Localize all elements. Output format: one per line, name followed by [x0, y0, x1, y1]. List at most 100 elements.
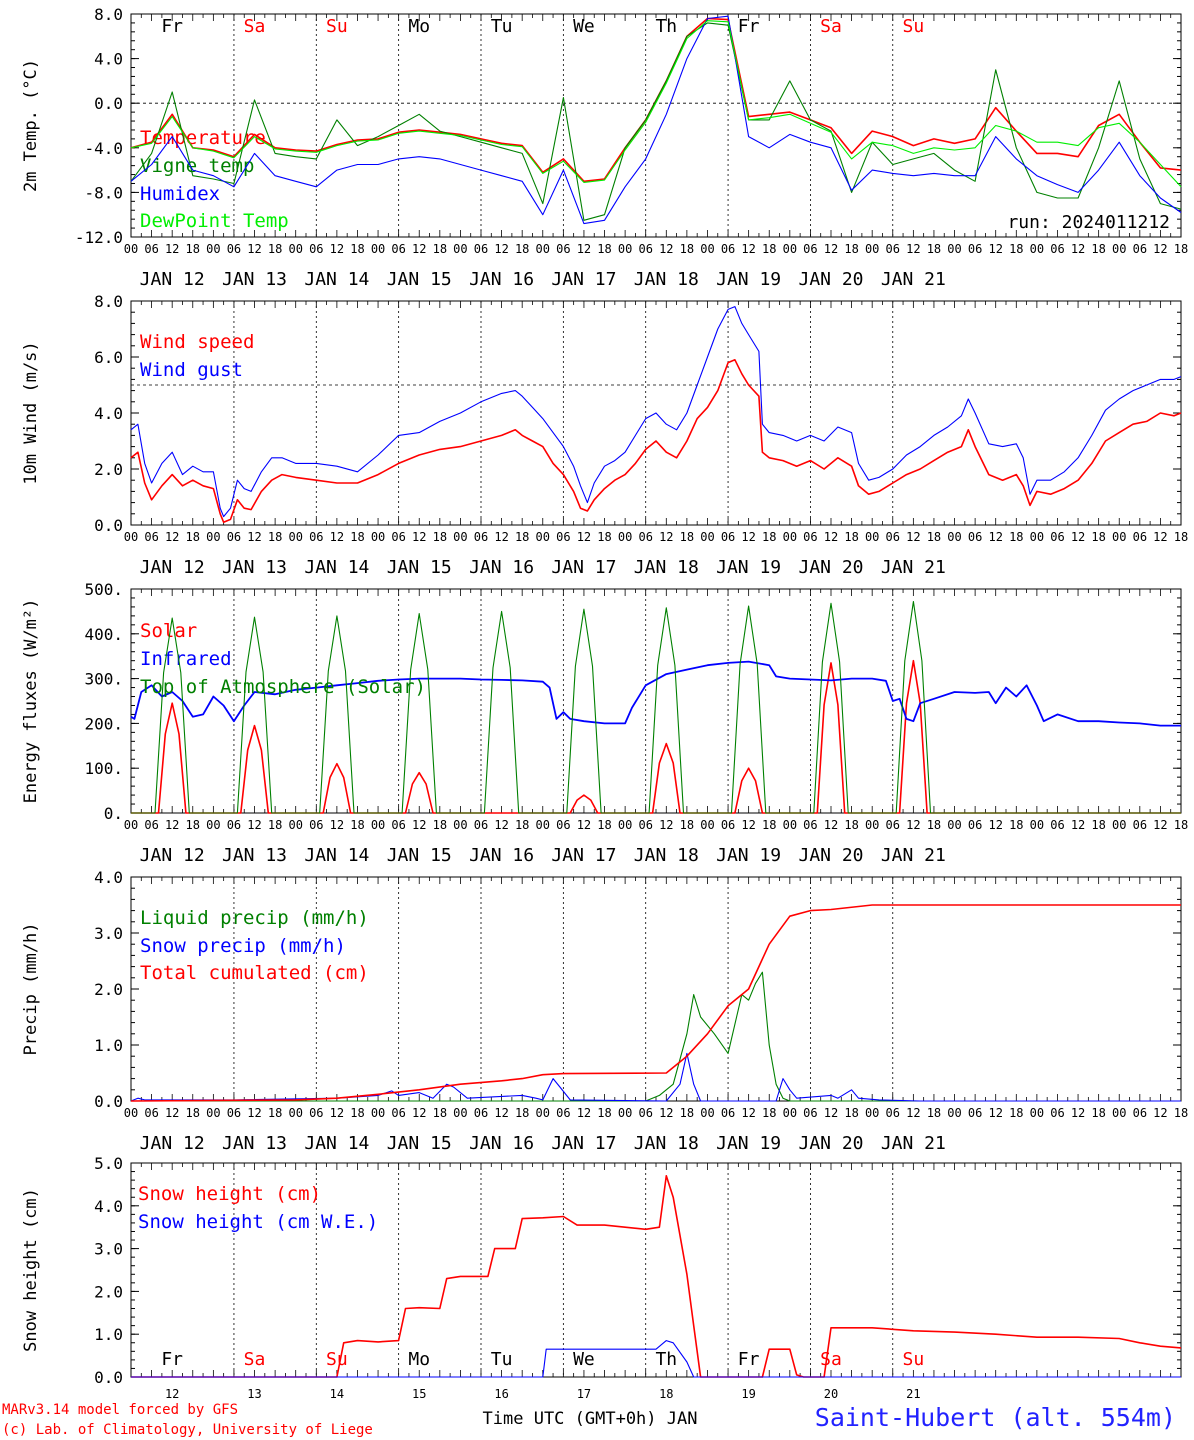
hour-tick-label: 00 — [947, 530, 961, 544]
date-label: JAN 15 — [387, 557, 452, 578]
hour-tick-label: 18 — [515, 242, 529, 256]
hour-tick-label: 00 — [1112, 242, 1126, 256]
hour-tick-label: 18 — [1091, 530, 1105, 544]
weekday-label: Su — [903, 16, 925, 37]
hour-tick-label: 18 — [433, 1106, 447, 1120]
hour-tick-label: 06 — [474, 818, 488, 832]
series-line-top-of-atmosphere-solar — [131, 600, 1181, 814]
weekday-label: Su — [326, 1349, 348, 1370]
hour-tick-label: 00 — [783, 242, 797, 256]
hour-tick-label: 06 — [1133, 818, 1147, 832]
hour-tick-label: 12 — [659, 818, 673, 832]
hour-tick-label: 12 — [165, 1106, 179, 1120]
hour-tick-label: 00 — [865, 242, 879, 256]
hour-tick-label: 00 — [865, 818, 879, 832]
hour-tick-label: 00 — [536, 1106, 550, 1120]
hour-tick-label: 18 — [844, 818, 858, 832]
hour-tick-label: 12 — [1153, 530, 1167, 544]
y-tick-label: 100. — [84, 759, 123, 778]
hour-tick-label: 18 — [680, 530, 694, 544]
hour-tick-label: 06 — [803, 818, 817, 832]
hour-tick-label: 18 — [927, 242, 941, 256]
hour-tick-label: 12 — [906, 1106, 920, 1120]
series-line-humidex — [130, 15, 1182, 225]
hour-tick-label: 18 — [186, 530, 200, 544]
y-tick-label: 0.0 — [94, 1368, 123, 1387]
hour-tick-label: 06 — [803, 530, 817, 544]
hour-tick-label: 00 — [1030, 1106, 1044, 1120]
y-tick-label: 4.0 — [94, 404, 123, 423]
legend-entry: DewPoint Temp — [140, 210, 289, 232]
hour-tick-label: 06 — [309, 242, 323, 256]
hour-tick-label: 12 — [988, 818, 1002, 832]
hour-tick-label: 12 — [412, 242, 426, 256]
y-axis-label: 2m Temp. (°C) — [21, 59, 41, 192]
hour-tick-label: 06 — [309, 818, 323, 832]
hour-tick-label: 18 — [927, 1106, 941, 1120]
hour-tick-label: 06 — [721, 1106, 735, 1120]
hour-tick-label: 00 — [947, 818, 961, 832]
station-title: Saint-Hubert (alt. 554m) — [815, 1403, 1176, 1432]
y-tick-label: 0.0 — [94, 94, 123, 113]
hour-tick-label: 00 — [288, 1106, 302, 1120]
date-label: JAN 21 — [881, 269, 946, 290]
y-tick-label: 0. — [104, 804, 123, 823]
series-line-wind-speed — [130, 359, 1182, 523]
day-number-label: 13 — [247, 1387, 261, 1401]
hour-tick-label: 06 — [638, 818, 652, 832]
hour-tick-label: 06 — [1050, 1106, 1064, 1120]
date-label: JAN 14 — [304, 557, 369, 578]
hour-tick-label: 18 — [186, 1106, 200, 1120]
legend-entry: Snow precip (mm/h) — [140, 935, 346, 957]
date-label: JAN 19 — [716, 1133, 781, 1154]
hour-tick-label: 06 — [391, 818, 405, 832]
date-label: JAN 12 — [140, 845, 205, 866]
y-tick-label: 2.0 — [94, 1282, 123, 1301]
plot-frame — [130, 13, 1182, 238]
hour-tick-label: 00 — [618, 530, 632, 544]
hour-tick-label: 00 — [947, 1106, 961, 1120]
series-line-snow-height-cm — [131, 1175, 1182, 1378]
hour-tick-label: 12 — [988, 1106, 1002, 1120]
date-label: JAN 16 — [469, 845, 534, 866]
hour-tick-label: 00 — [618, 242, 632, 256]
hour-tick-label: 00 — [206, 530, 220, 544]
hour-tick-label: 18 — [680, 242, 694, 256]
date-label: JAN 19 — [716, 557, 781, 578]
legend-entry: Wind speed — [140, 331, 254, 353]
weekday-label: Mo — [408, 1349, 430, 1370]
hour-tick-label: 18 — [1174, 530, 1188, 544]
weekday-label: Sa — [244, 1349, 266, 1370]
hour-tick-label: 18 — [927, 530, 941, 544]
weekday-label: We — [573, 16, 595, 37]
hour-tick-label: 06 — [556, 818, 570, 832]
date-label: JAN 16 — [469, 1133, 534, 1154]
hour-tick-label: 00 — [124, 530, 138, 544]
day-number-label: 14 — [330, 1387, 344, 1401]
date-label: JAN 20 — [798, 845, 863, 866]
date-label: JAN 13 — [222, 269, 287, 290]
hour-tick-label: 00 — [288, 530, 302, 544]
hour-tick-label: 18 — [433, 530, 447, 544]
hour-tick-label: 18 — [597, 530, 611, 544]
date-label: JAN 15 — [387, 845, 452, 866]
hour-tick-label: 12 — [741, 818, 755, 832]
hour-tick-label: 12 — [330, 242, 344, 256]
hour-tick-label: 18 — [268, 1106, 282, 1120]
hour-tick-label: 06 — [638, 242, 652, 256]
hour-tick-label: 06 — [144, 242, 158, 256]
hour-tick-label: 12 — [824, 530, 838, 544]
hour-tick-label: 12 — [1153, 1106, 1167, 1120]
date-label: JAN 20 — [798, 1133, 863, 1154]
hour-tick-label: 12 — [1071, 242, 1085, 256]
y-tick-label: 8.0 — [94, 292, 123, 311]
chart-panel-1: 8.0 4.0 0.0 -4.0 -8.0 -12.0 2m Temp. (°C) 00 06 1… — [21, 5, 1188, 290]
date-label: JAN 14 — [304, 269, 369, 290]
hour-tick-label: 18 — [762, 1106, 776, 1120]
hour-tick-label: 12 — [247, 818, 261, 832]
weekday-label: Mo — [408, 16, 430, 37]
hour-tick-label: 06 — [227, 818, 241, 832]
time-axis-label: Time UTC (GMT+0h) JAN — [483, 1409, 698, 1429]
y-tick-label: 500. — [84, 580, 123, 599]
hour-tick-label: 12 — [165, 242, 179, 256]
